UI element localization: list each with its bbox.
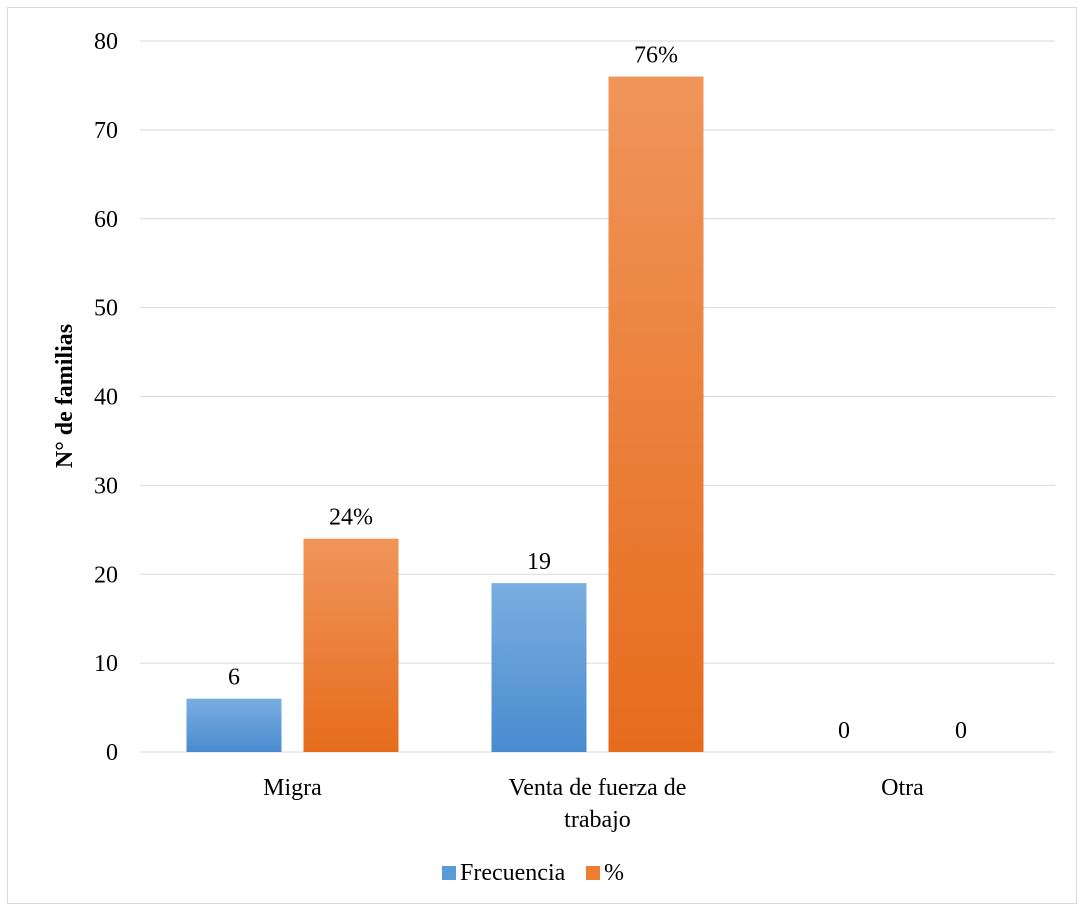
data-label: 76% [634, 43, 678, 69]
y-tick-label: 70 [94, 118, 118, 144]
legend-label: % [604, 860, 624, 886]
data-label: 0 [955, 718, 967, 744]
x-category-label: Venta de fuerza de [509, 775, 687, 801]
legend-swatch [586, 866, 600, 880]
legend-swatch [442, 866, 456, 880]
y-tick-label: 40 [94, 385, 118, 411]
chart-frame [7, 7, 1077, 904]
bar-frecuencia [491, 583, 587, 752]
x-category-label: Migra [263, 775, 322, 801]
bar-porcentaje [608, 76, 704, 753]
gridlines [140, 40, 1055, 753]
y-tick-label: 10 [94, 651, 118, 677]
data-label: 19 [527, 549, 551, 575]
data-label: 6 [228, 665, 240, 691]
y-axis-ticks: 0 10 20 30 40 50 60 70 80 [94, 29, 118, 766]
y-tick-label: 60 [94, 207, 118, 233]
y-axis-title: N° de familias [52, 324, 78, 468]
x-axis-categories: Migra Venta de fuerza de trabajo Otra [263, 775, 924, 833]
data-label: 24% [329, 505, 373, 531]
data-labels: 6 24% 19 76% 0 0 [228, 43, 967, 744]
x-category-label: trabajo [564, 807, 631, 833]
bar-porcentaje [303, 538, 399, 752]
x-category-label: Otra [881, 775, 924, 801]
bars [186, 76, 704, 753]
bar-frecuencia [186, 698, 282, 752]
y-tick-label: 80 [94, 29, 118, 55]
y-tick-label: 30 [94, 473, 118, 499]
legend: Frecuencia% [442, 860, 624, 886]
y-tick-label: 0 [106, 740, 118, 766]
legend-label: Frecuencia [460, 860, 566, 886]
y-tick-label: 50 [94, 296, 118, 322]
data-label: 0 [838, 718, 850, 744]
y-tick-label: 20 [94, 562, 118, 588]
